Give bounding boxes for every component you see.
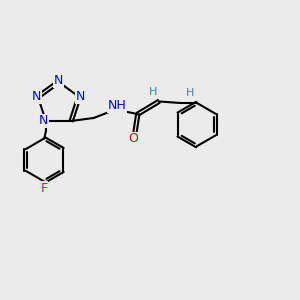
Text: N: N [76, 90, 85, 103]
Text: O: O [128, 133, 138, 146]
Text: N: N [54, 74, 63, 87]
Text: F: F [41, 182, 48, 195]
Text: H: H [149, 87, 158, 97]
Text: NH: NH [107, 100, 126, 112]
Text: H: H [186, 88, 194, 98]
Text: N: N [39, 115, 48, 128]
Text: N: N [32, 90, 41, 103]
